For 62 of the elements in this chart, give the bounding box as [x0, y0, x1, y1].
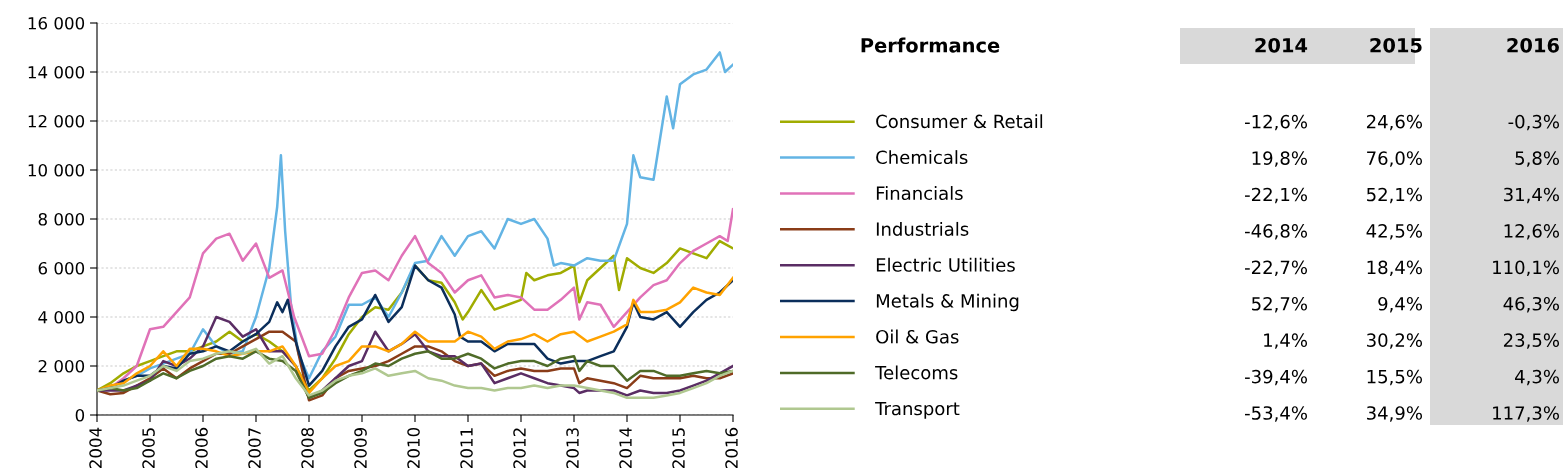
- x-tick-label: 2010: [407, 427, 420, 468]
- text: -39,4%: [1245, 369, 1308, 386]
- text: 18,4%: [1367, 260, 1422, 276]
- legend-label: Electric Utilities: [876, 257, 1015, 272]
- text: 31,4%: [1504, 187, 1559, 204]
- x-tick-label: 2011: [460, 428, 473, 468]
- legend-label: Financials: [876, 186, 963, 201]
- text: 52,1%: [1367, 187, 1422, 204]
- category-label: 2014: [1255, 37, 1308, 53]
- x-tick-label: 2015: [672, 428, 685, 468]
- text: 24,6%: [1366, 114, 1422, 131]
- y-tick-label: 2 000: [38, 359, 85, 373]
- y-tick-label: 12 000: [28, 114, 85, 128]
- y-tick-label: 10 000: [28, 163, 85, 177]
- text: -53,4%: [1245, 406, 1308, 422]
- y-tick-label: 0: [75, 408, 85, 422]
- legend-label: Transport: [875, 401, 960, 419]
- x-tick-label: 2005: [142, 428, 155, 468]
- text: 117,3%: [1493, 406, 1559, 422]
- text: 12,6%: [1504, 224, 1559, 240]
- text: 46,3%: [1503, 296, 1559, 313]
- legend-label: Oil & Gas: [876, 329, 959, 344]
- legend-label: Chemicals: [876, 150, 968, 165]
- legend-label: Metals & Mining: [876, 293, 1019, 312]
- text: -12,6%: [1245, 114, 1308, 131]
- text: 34,9%: [1367, 406, 1422, 422]
- y-tick-label: 16 000: [28, 16, 85, 30]
- legend-label: Industrials: [876, 221, 969, 236]
- y-tick-label: 4 000: [38, 310, 85, 324]
- text: 42,5%: [1366, 224, 1422, 240]
- y-tick-label: 8 000: [38, 212, 85, 226]
- text: 52,7%: [1252, 296, 1307, 313]
- x-tick-label: 2009: [354, 427, 367, 468]
- text: 4,3%: [1515, 369, 1559, 386]
- x-tick-label: 2007: [248, 428, 261, 468]
- text: 1,4%: [1264, 333, 1307, 349]
- legend-label: Consumer & Retail: [876, 114, 1043, 129]
- category-label: 2015: [1370, 37, 1422, 53]
- x-tick-label: 2004: [89, 427, 102, 468]
- text: 15,5%: [1367, 369, 1422, 386]
- text: 110,1%: [1493, 260, 1559, 276]
- category-label: 2016: [1507, 37, 1559, 53]
- x-tick-label: 2006: [195, 427, 208, 468]
- text: 5,8%: [1515, 151, 1559, 167]
- x-tick-label: 2008: [301, 427, 314, 468]
- text: -22,7%: [1245, 260, 1308, 276]
- text: -22,1%: [1245, 187, 1308, 204]
- x-tick-label: 2016: [725, 427, 738, 468]
- x-tick-label: 2014: [619, 427, 632, 468]
- text: Performance: [861, 37, 1000, 53]
- text: 9,4%: [1378, 296, 1422, 313]
- text: 30,2%: [1367, 333, 1422, 349]
- text: 76,0%: [1367, 151, 1422, 167]
- x-tick-label: 2012: [513, 428, 526, 468]
- x-tick-label: 2013: [566, 428, 579, 468]
- y-tick-label: 14 000: [28, 65, 85, 79]
- y-tick-label: 6 000: [38, 261, 85, 275]
- text: -46,8%: [1245, 224, 1308, 240]
- text: -0,3%: [1508, 114, 1560, 131]
- legend-label: Telecoms: [875, 365, 958, 380]
- text: 19,8%: [1252, 151, 1307, 167]
- text: 23,5%: [1503, 333, 1559, 349]
